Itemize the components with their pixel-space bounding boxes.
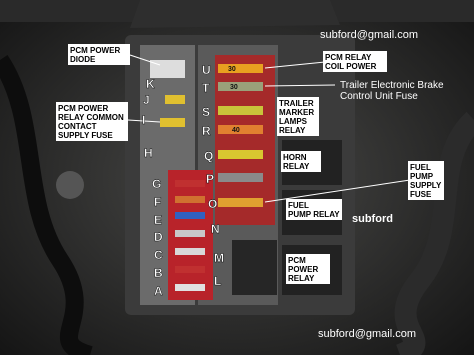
callout-box xyxy=(286,199,342,220)
fuse-letter: C xyxy=(154,248,163,262)
callout-text: PCM xyxy=(288,256,306,265)
callout-text: CONTACT xyxy=(58,122,97,131)
callout-box xyxy=(408,161,444,200)
fuse-letter: U xyxy=(202,63,211,77)
fuse xyxy=(175,230,205,237)
fuse xyxy=(218,173,263,182)
callout-text: LAMPS xyxy=(279,117,308,126)
callout-text: PCM POWER xyxy=(70,46,120,55)
callout-text: SUPPLY FUSE xyxy=(58,131,113,140)
fuse-letter: H xyxy=(144,146,153,160)
pointer xyxy=(129,54,161,66)
fuse-letter: G xyxy=(152,177,161,191)
fuse xyxy=(218,125,263,134)
fuse-rating: 30 xyxy=(228,66,236,73)
fuse-letter: M xyxy=(214,251,224,265)
lid xyxy=(130,0,340,28)
callout-text: PCM RELAY xyxy=(325,53,372,62)
callout-box xyxy=(68,44,130,65)
pointer xyxy=(264,84,336,87)
watermark: subford xyxy=(352,213,393,225)
fuse xyxy=(160,118,185,127)
fuse-letter: A xyxy=(154,284,163,298)
callout-text: PCM POWER xyxy=(58,104,108,113)
diode xyxy=(150,60,185,78)
fuse xyxy=(218,198,263,207)
fuse xyxy=(218,82,263,91)
fuse xyxy=(175,284,205,291)
callout-text: SUPPLY xyxy=(410,181,442,190)
fuse xyxy=(218,106,263,115)
email: subford@gmail.com xyxy=(320,29,418,41)
fuse-letter: B xyxy=(154,266,163,280)
fuse-letter: I xyxy=(142,113,145,127)
fuse xyxy=(175,248,205,255)
fuse-rating: 30 xyxy=(230,84,238,91)
callout-box xyxy=(281,151,321,172)
fuse-letter: E xyxy=(154,213,162,227)
fuse-rating: 40 xyxy=(232,127,240,134)
bolt xyxy=(56,171,84,199)
fuse-letter: K xyxy=(146,77,155,91)
callout-text: RELAY xyxy=(283,162,310,171)
callout-text: COIL POWER xyxy=(325,62,377,71)
callout-text: Control Unit Fuse xyxy=(340,91,418,102)
callout-text: DIODE xyxy=(70,55,96,64)
callout-text: MARKER xyxy=(279,108,314,117)
callout-text: POWER xyxy=(288,265,318,274)
callout-text: FUEL xyxy=(288,201,309,210)
fuse-letter: R xyxy=(202,124,211,138)
relay xyxy=(232,240,277,295)
fuse-letter: N xyxy=(211,222,220,236)
callout-text: PUMP xyxy=(410,172,434,181)
callout-text: HORN xyxy=(283,153,307,162)
fuse-letter: Q xyxy=(204,149,213,163)
email: subford@gmail.com xyxy=(318,328,416,340)
pointers xyxy=(127,54,411,203)
callout-text: FUEL xyxy=(410,163,431,172)
callout-text: RELAY xyxy=(288,274,315,283)
fuse xyxy=(175,196,205,203)
fuse xyxy=(175,180,205,187)
callout-text: RELAY xyxy=(279,126,306,135)
pointer xyxy=(127,119,161,123)
fuse-letter: F xyxy=(154,195,161,209)
hose xyxy=(0,55,93,355)
hose xyxy=(394,111,474,355)
callout-box xyxy=(277,97,319,136)
fuse-letter: S xyxy=(202,105,210,119)
fuse-letter: D xyxy=(154,230,163,244)
fuse xyxy=(218,64,263,73)
fuse-letter: T xyxy=(202,81,210,95)
callout-text: TRAILER xyxy=(279,99,314,108)
pointer xyxy=(264,61,326,69)
callout-text: FUSE xyxy=(410,190,432,199)
fuse xyxy=(175,266,205,273)
callout-box xyxy=(286,254,330,284)
pointer xyxy=(264,179,411,203)
fuse-letter: P xyxy=(206,172,214,186)
fuse-letter: L xyxy=(214,274,221,288)
fuse xyxy=(165,95,185,104)
fuse xyxy=(175,212,205,219)
callout-text: RELAY COMMON xyxy=(58,113,124,122)
callout-text: PUMP RELAY xyxy=(288,210,340,219)
fuse-letter: O xyxy=(208,197,217,211)
callout-box xyxy=(323,51,387,72)
fuse-letter: J xyxy=(143,93,150,107)
fuse xyxy=(218,150,263,159)
callout-box xyxy=(56,102,128,141)
callout-text: Trailer Electronic Brake xyxy=(340,80,444,91)
